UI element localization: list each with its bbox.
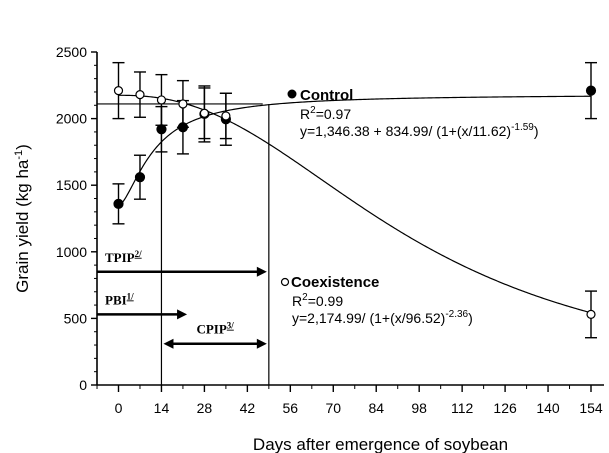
x-tick-label: 112	[451, 400, 474, 416]
tpip-label: TPIP2/	[105, 249, 142, 265]
plot-area: 0 500 1000 1500 2000 2500 0 14 28 42 56 70 84 98 112 12…	[13, 44, 604, 453]
y-axis-label-main: Grain yield (kg ha	[13, 159, 32, 293]
coexistence-equation-sup: -2.36	[445, 309, 468, 320]
tpip-label-sup: 2/	[135, 249, 143, 259]
coexistence-legend-label: Coexistence	[291, 274, 379, 291]
coexistence-point	[178, 99, 188, 109]
control-r2-prefix: R	[300, 106, 310, 122]
cpip-label: CPIP3/	[196, 321, 234, 337]
pbi-label: PBI1/	[105, 291, 134, 307]
control-point	[585, 85, 597, 96]
control-point	[134, 172, 146, 183]
pbi-label-text: PBI	[105, 292, 127, 307]
y-tick-label: 500	[64, 310, 88, 326]
x-tick-label: 154	[579, 400, 603, 416]
tpip-arrow-head-right	[256, 266, 267, 277]
coexistence-point	[113, 86, 124, 96]
cpip-label-sup: 3/	[227, 321, 235, 331]
control-point	[113, 198, 124, 209]
x-tick-label: 70	[325, 400, 341, 416]
y-axis-label-sup: -1	[13, 150, 25, 160]
x-tick-label: 56	[283, 400, 299, 416]
control-r2: R2=0.97	[300, 105, 351, 122]
coexistence-r2-value: =0.99	[308, 293, 344, 309]
coexistence-r2-prefix: R	[292, 293, 302, 309]
coexistence-equation: y=2,174.99/ (1+(x/96.52)-2.36)	[292, 309, 473, 326]
x-tick-label: 84	[368, 400, 384, 416]
pbi-label-sup: 1/	[127, 291, 135, 301]
control-point	[156, 124, 167, 135]
coexistence-legend-marker	[280, 277, 290, 287]
x-axis-label: Days after emergence of soybean	[253, 435, 508, 453]
y-tick-label: 2500	[56, 44, 87, 60]
coexistence-point	[221, 111, 231, 121]
control-equation-main: y=1,346.38 + 834.99/ (1+(x/11.62)	[300, 123, 511, 139]
cpip-arrow-head-left	[163, 338, 174, 349]
x-tick-label: 126	[493, 400, 517, 416]
y-tick-label: 1500	[56, 177, 87, 193]
coexistence-equation-end: )	[468, 310, 473, 326]
x-tick-label: 42	[240, 400, 256, 416]
x-tick-label: 28	[197, 400, 213, 416]
cpip-label-text: CPIP	[196, 322, 226, 337]
control-legend-marker	[287, 89, 297, 99]
y-tick-label: 0	[79, 377, 87, 393]
coexistence-point	[156, 95, 167, 105]
x-tick-label: 14	[154, 400, 170, 416]
control-equation: y=1,346.38 + 834.99/ (1+(x/11.62)-1.59)	[300, 122, 539, 139]
control-r2-value: =0.97	[316, 106, 352, 122]
control-fit-curve	[118, 95, 592, 207]
coexistence-r2-sup: 2	[302, 292, 308, 303]
control-equation-end: )	[534, 123, 539, 139]
x-tick-label: 0	[115, 400, 123, 416]
control-equation-sup: -1.59	[511, 122, 534, 133]
coexistence-point	[199, 108, 210, 118]
y-tick-label: 2000	[56, 111, 87, 127]
y-axis-label: Grain yield (kg ha-1)	[13, 144, 32, 293]
cpip-arrow-head-right	[256, 338, 267, 349]
coexistence-fit-curve	[118, 94, 592, 314]
pbi-arrow-head-right	[177, 309, 188, 320]
coexistence-point	[586, 309, 596, 320]
coexistence-equation-main: y=2,174.99/ (1+(x/96.52)	[292, 310, 445, 326]
control-r2-sup: 2	[310, 105, 316, 116]
y-tick-label: 1000	[56, 244, 87, 260]
x-tick-label: 140	[536, 400, 560, 416]
x-tick-label: 98	[411, 400, 427, 416]
coexistence-point	[135, 90, 145, 100]
coexistence-r2: R2=0.99	[292, 292, 343, 309]
tpip-label-text: TPIP	[105, 250, 135, 265]
control-legend-label: Control	[300, 87, 353, 104]
y-axis-label-end: )	[13, 144, 32, 150]
